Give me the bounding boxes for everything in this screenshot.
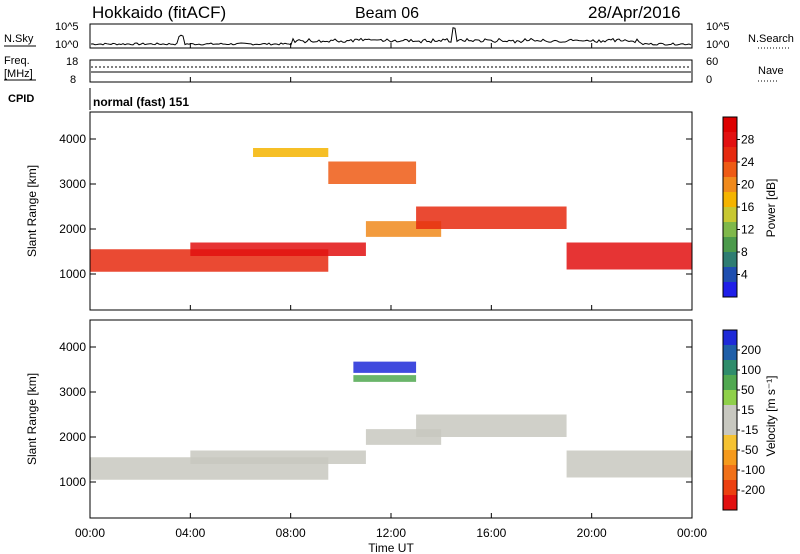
colorbar-tick-label: 4: [741, 268, 748, 282]
radar-title: Hokkaido (fitACF): [92, 3, 226, 22]
colorbar-tick-label: 28: [741, 133, 755, 147]
heatmap-band: [566, 242, 692, 270]
ytick-label: 2000: [59, 222, 86, 236]
xtick-label: 20:00: [577, 526, 607, 540]
nsky-tick-bottom-right: 10^0: [706, 39, 730, 51]
xtick-label: 04:00: [175, 526, 205, 540]
nave-label: Nave: [758, 65, 784, 77]
colorbar-swatch: [723, 450, 737, 466]
power-ylabel: Slant Range [km]: [25, 165, 39, 257]
colorbar-swatch: [723, 435, 737, 451]
colorbar-swatch: [723, 375, 737, 391]
colorbar-swatch: [723, 177, 737, 193]
colorbar-tick-label: -50: [741, 443, 759, 457]
colorbar-swatch: [723, 420, 737, 436]
colorbar-swatch: [723, 360, 737, 376]
xaxis-label: Time UT: [368, 541, 414, 554]
colorbar-swatch: [723, 162, 737, 178]
date-title: 28/Apr/2016: [588, 3, 681, 22]
velocity-panel: 1000 2000 3000 4000 Slant Range [km]: [25, 319, 693, 519]
colorbar-swatch: [723, 330, 737, 346]
colorbar-tick-label: 16: [741, 200, 755, 214]
velocity-colorbar: 200 100 50 15 -15 -50 -100 -200: [722, 329, 765, 511]
heatmap-band: [190, 242, 366, 256]
velocity-cbar-label: Velocity [m s⁻¹]: [764, 375, 778, 456]
colorbar-frame: [722, 329, 738, 511]
colorbar-tick-label: 24: [741, 155, 755, 169]
heatmap-band: [328, 161, 417, 184]
colorbar-tick-label: 200: [741, 343, 761, 357]
ytick-label: 3000: [59, 385, 86, 399]
colorbar-swatch: [723, 132, 737, 148]
colorbar-swatch: [723, 405, 737, 421]
ytick-label: 4000: [59, 132, 86, 146]
xtick-label: 16:00: [476, 526, 506, 540]
colorbar-swatch: [723, 480, 737, 496]
ytick-label: 4000: [59, 340, 86, 354]
nsky-tick-top-left: 10^5: [55, 21, 79, 33]
ytick-label: 1000: [59, 267, 86, 281]
colorbar-tick-label: 12: [741, 223, 755, 237]
power-heatmap: [90, 148, 692, 272]
colorbar-tick-label: -15: [741, 423, 759, 437]
freq-tick-top-left: 18: [66, 56, 78, 68]
colorbar-swatch: [723, 222, 737, 238]
colorbar-tick-label: 100: [741, 363, 761, 377]
colorbar-swatch: [723, 207, 737, 223]
ytick-label: 1000: [59, 475, 86, 489]
freq-tick-bottom-left: 8: [70, 74, 76, 86]
power-cbar-label: Power [dB]: [764, 179, 778, 238]
nsky-tick-top-right: 10^5: [706, 21, 730, 33]
heatmap-band: [566, 450, 692, 478]
beam-title: Beam 06: [355, 5, 419, 22]
colorbar-swatch: [723, 147, 737, 163]
colorbar-tick-label: 8: [741, 245, 748, 259]
colorbar-tick-label: -100: [741, 463, 765, 477]
colorbar-swatch: [723, 252, 737, 268]
colorbar-tick-label: 20: [741, 178, 755, 192]
xtick-label: 12:00: [376, 526, 406, 540]
colorbar-tick-label: -200: [741, 483, 765, 497]
nsearch-label: N.Search: [748, 33, 794, 45]
freq-tick-top-right: 60: [706, 56, 718, 68]
nsky-panel: N.Sky 10^5 10^0 10^5 10^0 N.Search: [4, 21, 794, 51]
colorbar-swatch: [723, 192, 737, 208]
nsky-trace: [90, 27, 692, 46]
colorbar-swatch: [723, 282, 737, 298]
heatmap-band: [353, 375, 417, 382]
heatmap-band: [253, 148, 329, 157]
power-panel: 1000 2000 3000 4000 Slant Range [km]: [25, 111, 693, 311]
nsky-label: N.Sky: [4, 33, 34, 45]
freq-label-line1: Freq.: [4, 55, 30, 67]
heatmap-band: [353, 361, 417, 373]
colorbar-swatch: [723, 465, 737, 481]
freq-label-line2: [MHz]: [4, 68, 33, 80]
heatmap-band: [416, 414, 567, 437]
colorbar-swatch: [723, 390, 737, 406]
colorbar-swatch: [723, 495, 737, 511]
heatmap-band: [416, 206, 567, 229]
velocity-heatmap: [90, 361, 692, 480]
cpid-mode: normal (fast) 151: [93, 95, 189, 109]
nsky-tick-bottom-left: 10^0: [55, 39, 79, 51]
colorbar-swatch: [723, 237, 737, 253]
heatmap-band: [190, 450, 366, 464]
xtick-label: 00:00: [75, 526, 105, 540]
colorbar-swatch: [723, 345, 737, 361]
cpid-panel: CPID normal (fast) 151: [8, 88, 189, 110]
freq-panel: Freq. [MHz] 18 8 60 0 Nave: [4, 55, 784, 86]
cpid-label: CPID: [8, 93, 34, 105]
ytick-label: 3000: [59, 177, 86, 191]
freq-tick-bottom-right: 0: [706, 74, 712, 86]
power-colorbar: 28 24 20 16 12 8 4: [722, 116, 755, 298]
ytick-label: 2000: [59, 430, 86, 444]
xtick-label: 00:00: [677, 526, 707, 540]
velocity-ylabel: Slant Range [km]: [25, 373, 39, 465]
colorbar-tick-label: 50: [741, 383, 755, 397]
xtick-label: 08:00: [276, 526, 306, 540]
colorbar-tick-label: 15: [741, 403, 755, 417]
colorbar-swatch: [723, 117, 737, 133]
colorbar-swatch: [723, 267, 737, 283]
